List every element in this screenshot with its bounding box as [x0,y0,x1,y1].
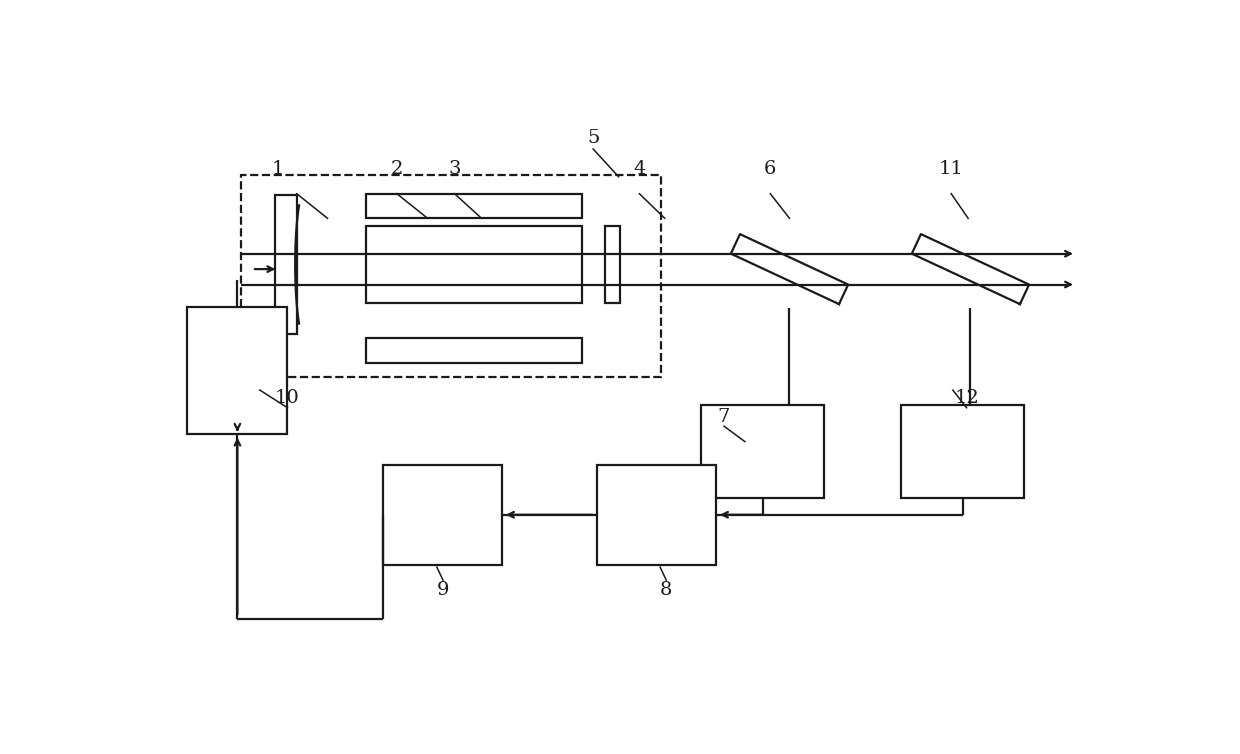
Text: 6: 6 [764,160,776,178]
Text: 1: 1 [272,160,284,178]
Text: 3: 3 [449,160,461,178]
Bar [366,339,582,363]
Text: 5: 5 [587,129,599,147]
Text: 11: 11 [939,160,963,178]
Bar [596,464,717,565]
Text: 4: 4 [634,160,646,178]
Text: 10: 10 [275,389,300,406]
Bar [701,406,825,498]
Bar [366,226,582,303]
Bar [275,195,296,334]
Bar [901,406,1024,498]
Text: 7: 7 [718,408,730,426]
Text: 9: 9 [436,581,449,599]
Text: 8: 8 [660,581,672,599]
Text: 12: 12 [955,389,978,406]
Text: 2: 2 [391,160,403,178]
Bar [366,194,582,219]
Bar [383,464,502,565]
Bar [242,175,661,377]
Bar [187,307,288,434]
Bar [605,226,620,303]
